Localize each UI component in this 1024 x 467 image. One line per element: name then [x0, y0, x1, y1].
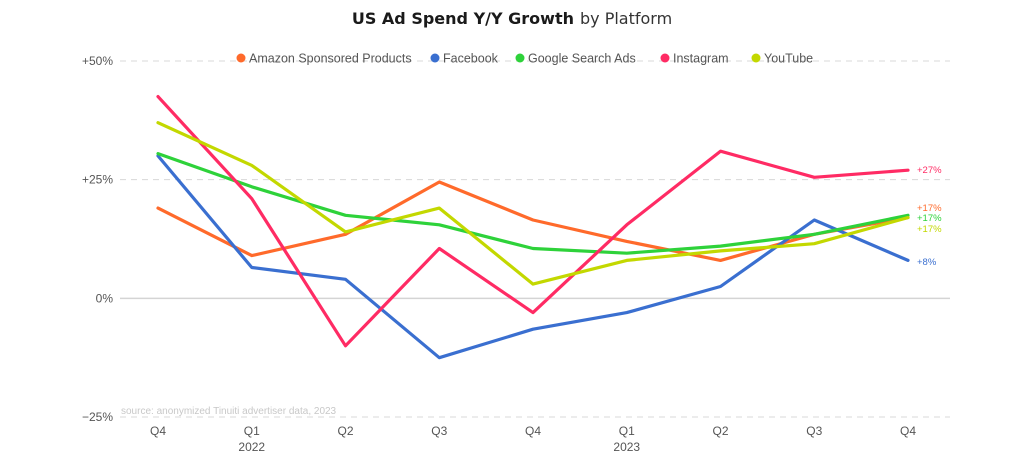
legend-label: Google Search Ads — [528, 52, 636, 66]
end-label: +8% — [917, 257, 937, 268]
legend-label: Facebook — [443, 52, 499, 66]
y-tick-label: 0% — [96, 291, 114, 305]
legend-item: YouTube — [751, 52, 813, 66]
legend-item: Google Search Ads — [515, 52, 636, 66]
legend-marker — [430, 53, 440, 63]
legend-label: Amazon Sponsored Products — [249, 52, 412, 66]
legend-item: Facebook — [430, 52, 499, 66]
end-labels: +17% +8% +17% +27% +17% — [917, 165, 942, 268]
source-annotation: source: anonymized Tinuiti advertiser da… — [121, 406, 337, 417]
end-label: +17% — [917, 213, 942, 224]
series-line-facebook — [156, 154, 910, 360]
legend-marker — [660, 53, 670, 63]
series-line-youtube — [156, 121, 910, 286]
gridlines — [120, 60, 950, 418]
series-lines — [156, 94, 910, 360]
legend-item: Instagram — [660, 52, 729, 66]
end-label: +17% — [917, 203, 942, 214]
y-tick-label: +50% — [82, 54, 113, 68]
legend-marker — [515, 53, 525, 63]
legend-marker — [751, 53, 761, 63]
legend-label: Instagram — [673, 52, 729, 66]
x-tick-label: Q1 — [619, 424, 635, 438]
end-label: +27% — [917, 165, 942, 176]
x-year-label: 2022 — [238, 440, 265, 454]
x-tick-label: Q2 — [712, 424, 728, 438]
legend-item: Amazon Sponsored Products — [236, 52, 412, 66]
x-tick-label: Q3 — [806, 424, 822, 438]
legend-marker — [236, 53, 246, 63]
y-tick-label: −25% — [82, 410, 113, 424]
x-tick-label: Q4 — [525, 424, 541, 438]
legend-label: YouTube — [764, 52, 813, 66]
chart-title-main: US Ad Spend Y/Y Growth — [352, 9, 574, 28]
end-label: +17% — [917, 224, 942, 235]
chart-title-suffix: by Platform — [580, 9, 672, 28]
series-line-google-search-ads — [156, 152, 910, 255]
legend: Amazon Sponsored Products Facebook Google … — [236, 52, 813, 66]
x-year-label: 2023 — [613, 440, 640, 454]
x-tick-label: Q1 — [244, 424, 260, 438]
series-line-instagram — [156, 94, 910, 348]
x-tick-label: Q3 — [431, 424, 447, 438]
y-tick-label: +25% — [82, 173, 113, 187]
x-tick-label: Q4 — [900, 424, 916, 438]
x-axis-ticks: Q4 Q1 Q2 Q3 Q4 Q1 Q2 Q3 Q4 2022 2023 — [150, 424, 916, 454]
x-tick-label: Q4 — [150, 424, 166, 438]
x-tick-label: Q2 — [337, 424, 353, 438]
chart-title: US Ad Spend Y/Y Growth by Platform — [352, 9, 672, 28]
y-axis-ticks: +50% +25% 0% −25% — [82, 54, 113, 424]
